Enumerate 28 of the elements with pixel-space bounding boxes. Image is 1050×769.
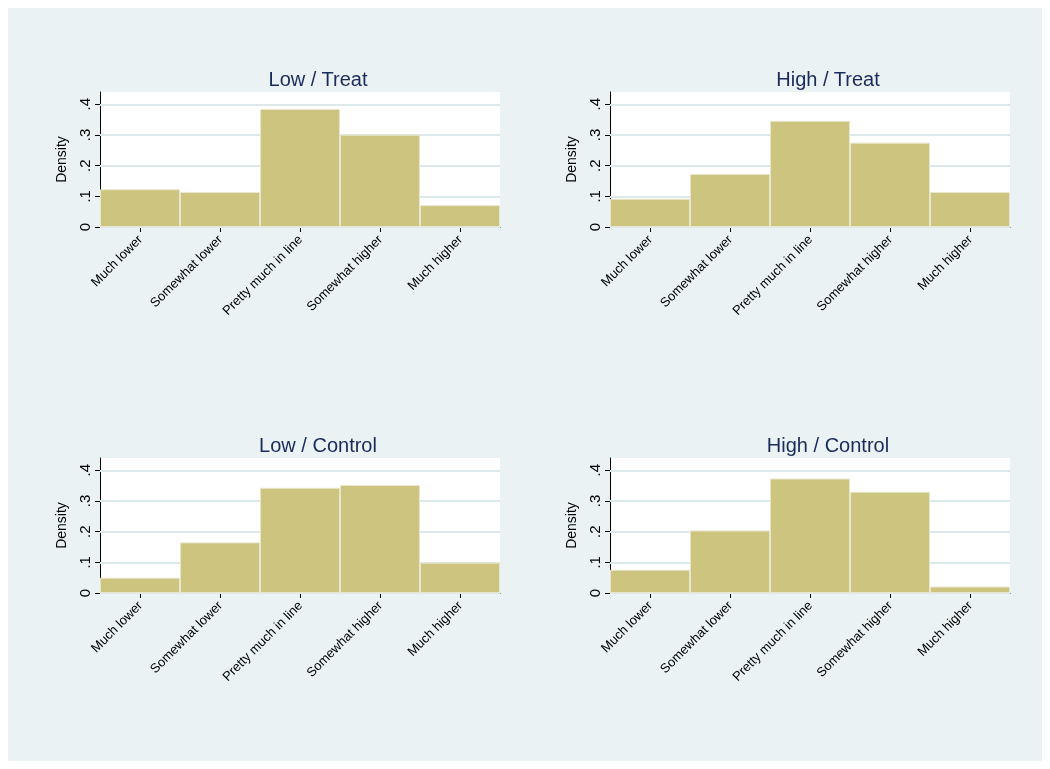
chart-title: High / Control <box>766 434 890 456</box>
y-tick-label: .4 <box>586 464 603 477</box>
chart-title: Low / Control <box>259 434 377 456</box>
y-axis-title: Density <box>53 502 69 549</box>
y-tick-label: .3 <box>76 128 93 142</box>
y-axis-title: Density <box>53 136 69 183</box>
chart-title: Low / Treat <box>268 68 368 90</box>
y-tick-label: .4 <box>586 98 603 111</box>
y-tick-label: .1 <box>76 190 93 203</box>
y-tick-label: .3 <box>586 494 603 508</box>
y-tick-label: 0 <box>586 222 603 232</box>
y-tick-label: .3 <box>76 494 93 508</box>
y-tick-label: 0 <box>586 588 603 598</box>
y-axis-title: Density <box>563 136 579 183</box>
y-tick-label: .4 <box>76 464 93 477</box>
y-tick-label: .2 <box>76 159 93 172</box>
chart-title: High / Treat <box>776 68 881 90</box>
y-tick-label: .1 <box>76 556 93 569</box>
y-tick-label: .1 <box>586 556 603 569</box>
y-tick-label: 0 <box>76 588 93 598</box>
y-tick-label: .2 <box>586 525 603 538</box>
y-tick-label: .2 <box>76 525 93 538</box>
y-tick-label: .1 <box>586 190 603 203</box>
y-tick-label: .4 <box>76 98 93 111</box>
y-tick-label: .2 <box>586 159 603 172</box>
y-axis-title: Density <box>563 502 579 549</box>
y-tick-label: 0 <box>76 222 93 232</box>
y-tick-label: .3 <box>586 128 603 142</box>
